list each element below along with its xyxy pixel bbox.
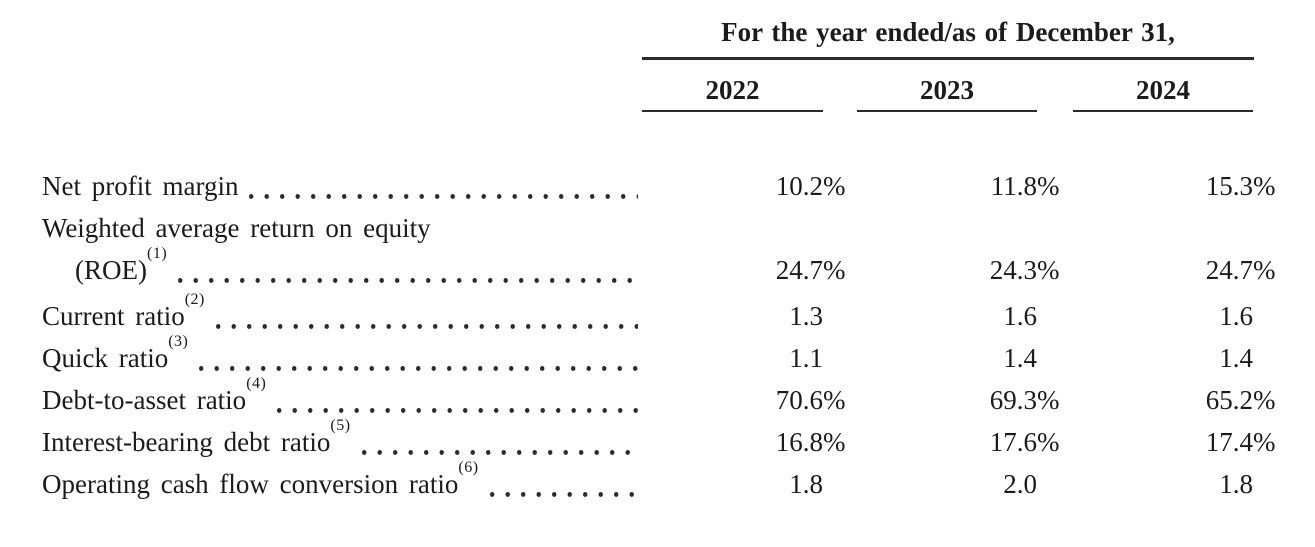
table-row: Current ratio(2) 1.3 1.6 1.6	[0, 292, 1315, 337]
table-row: Net profit margin 10.2% 11.8% 15.3%	[0, 165, 1315, 207]
table-row: Operating cash flow conversion ratio(6) …	[0, 460, 1315, 505]
value-number: 1.8	[789, 469, 823, 499]
row-label: Quick ratio	[42, 343, 169, 373]
value-number: 2.0	[1003, 469, 1037, 499]
dot-leader	[277, 379, 638, 421]
row-label-text: Weighted average return on equity	[42, 207, 431, 249]
footnote-sup: (2)	[184, 291, 205, 308]
value-number: 1.1	[789, 343, 823, 373]
value-number: 65.2	[1205, 385, 1253, 415]
value-cell: 24.3%	[989, 255, 1060, 285]
table-row: (ROE)(1) 24.7% 24.3% 24.7%	[0, 246, 1315, 291]
value-number: 17.6	[989, 427, 1037, 457]
row-label-text: (ROE)(1)	[75, 246, 167, 291]
footnote-sup: (6)	[458, 459, 479, 476]
value-number: 24.7	[775, 255, 823, 285]
row-label-text: Debt-to-asset ratio(4)	[42, 376, 266, 421]
row-label-text: Net profit margin	[42, 165, 238, 207]
table-body: Net profit margin 10.2% 11.8% 15.3% Weig…	[0, 165, 1315, 505]
row-label: Current ratio	[42, 301, 185, 331]
table-row: Weighted average return on equity	[0, 207, 1315, 249]
row-label: Net profit margin	[42, 171, 239, 201]
value-cell: 1.4	[857, 337, 1037, 379]
value-number: 15.3	[1205, 171, 1253, 201]
value-cell: 17.6%	[989, 427, 1060, 457]
value-number: 24.7	[1205, 255, 1253, 285]
row-label: Interest-bearing debt ratio	[42, 427, 331, 457]
year-column-header-2022: 2022	[642, 70, 823, 112]
row-label-text: Operating cash flow conversion ratio(6)	[42, 460, 479, 505]
dot-leader	[249, 165, 638, 207]
value-cell: 1.6	[857, 295, 1037, 337]
row-label-wrap: Interest-bearing debt ratio(5)	[42, 418, 640, 463]
footnote-sup: (5)	[330, 417, 351, 434]
table-row: Debt-to-asset ratio(4) 70.6% 69.3% 65.2%	[0, 376, 1315, 421]
row-label-wrap: (ROE)(1)	[75, 246, 640, 291]
value-number: 69.3	[989, 385, 1037, 415]
value-cell: 65.2%	[1205, 385, 1276, 415]
value-number: 1.4	[1219, 343, 1253, 373]
value-cell: 11.8%	[990, 171, 1060, 201]
row-label-wrap: Quick ratio(3)	[42, 334, 640, 379]
row-label: Weighted average return on equity	[42, 213, 431, 243]
value-cell: 1.1	[642, 337, 823, 379]
value-cell: 1.4	[1073, 337, 1253, 379]
dot-leader	[489, 463, 638, 505]
value-cell: 15.3%	[1205, 171, 1276, 201]
row-label-wrap: Current ratio(2)	[42, 292, 640, 337]
value-number: 24.3	[989, 255, 1037, 285]
dot-leader	[361, 421, 638, 463]
value-number: 70.6	[775, 385, 823, 415]
row-label-wrap: Net profit margin	[42, 165, 640, 207]
value-cell: 1.6	[1073, 295, 1253, 337]
value-cell: 1.8	[1073, 463, 1253, 505]
footnote-sup: (1)	[146, 245, 168, 262]
row-label: (ROE)	[75, 255, 147, 285]
value-number: 16.8	[775, 427, 823, 457]
value-cell: 16.8%	[775, 427, 846, 457]
value-number: 1.6	[1003, 301, 1037, 331]
value-number: 10.2	[775, 171, 823, 201]
value-cell: 69.3%	[989, 385, 1060, 415]
value-number: 11.8	[990, 171, 1037, 201]
row-label-wrap: Weighted average return on equity	[42, 207, 640, 249]
table-header-spanner: For the year ended/as of December 31,	[642, 14, 1254, 60]
dot-leader	[178, 249, 638, 291]
year-column-header-2023: 2023	[857, 70, 1037, 112]
value-number: 1.3	[789, 301, 823, 331]
row-label-wrap: Debt-to-asset ratio(4)	[42, 376, 640, 421]
value-cell: 24.7%	[775, 255, 846, 285]
value-number: 1.4	[1003, 343, 1037, 373]
value-number: 1.8	[1219, 469, 1253, 499]
value-cell: 17.4%	[1205, 427, 1276, 457]
row-label-wrap: Operating cash flow conversion ratio(6)	[42, 460, 640, 505]
year-column-header-2024: 2024	[1073, 70, 1253, 112]
dot-leader	[199, 337, 638, 379]
dot-leader	[215, 295, 638, 337]
value-cell: 24.7%	[1205, 255, 1276, 285]
value-cell: 1.8	[642, 463, 823, 505]
row-label-text: Interest-bearing debt ratio(5)	[42, 418, 351, 463]
value-cell: 2.0	[857, 463, 1037, 505]
table-row: Quick ratio(3) 1.1 1.4 1.4	[0, 334, 1315, 379]
value-number: 1.6	[1219, 301, 1253, 331]
row-label-text: Current ratio(2)	[42, 292, 205, 337]
table-row: Interest-bearing debt ratio(5) 16.8% 17.…	[0, 418, 1315, 463]
row-label-text: Quick ratio(3)	[42, 334, 188, 379]
value-cell: 10.2%	[775, 171, 846, 201]
value-cell: 70.6%	[775, 385, 846, 415]
value-cell: 1.3	[642, 295, 823, 337]
footnote-sup: (3)	[168, 333, 189, 350]
row-label: Debt-to-asset ratio	[42, 385, 247, 415]
row-label: Operating cash flow conversion ratio	[42, 469, 459, 499]
footnote-sup: (4)	[246, 375, 267, 392]
value-number: 17.4	[1205, 427, 1253, 457]
